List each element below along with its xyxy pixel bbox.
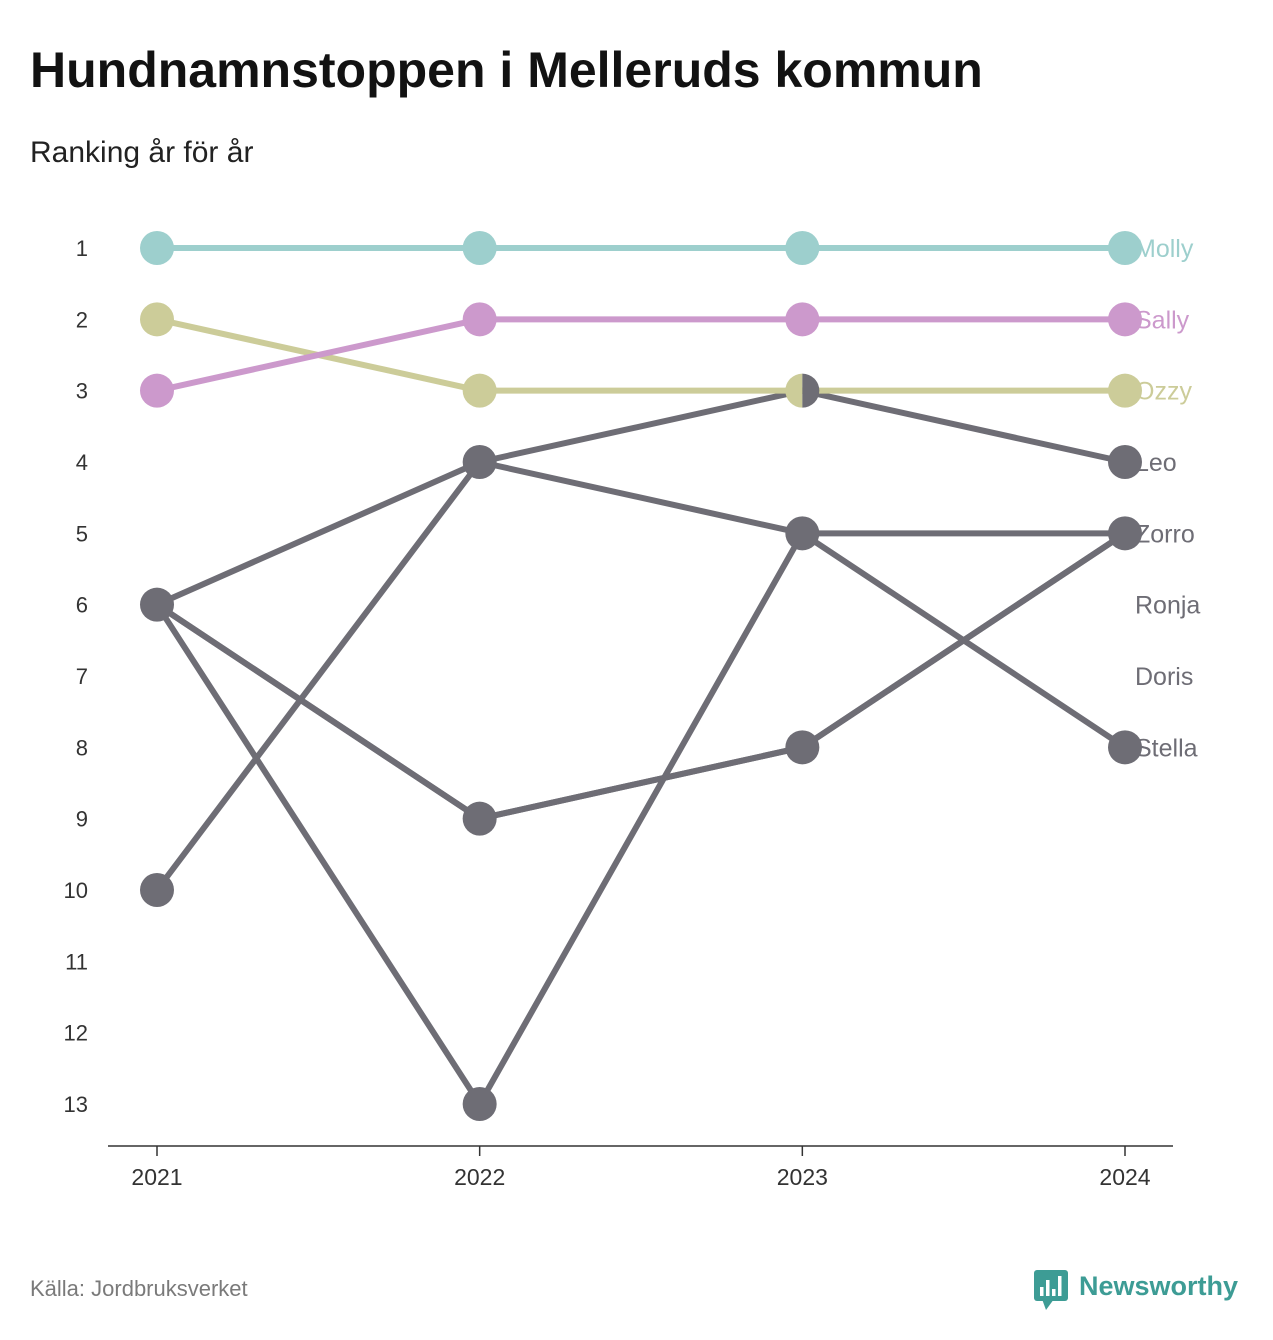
data-point-leo-stella-2022 <box>462 445 497 479</box>
y-tick-label-9: 9 <box>76 807 88 832</box>
series-line-zorro <box>154 530 1128 1107</box>
end-label-stella: Stella <box>1135 734 1198 762</box>
end-label-sally: Sally <box>1135 306 1190 334</box>
data-point-zorro-2022 <box>462 1087 497 1121</box>
data-point-leo-2021 <box>140 873 174 907</box>
data-point-sally-2022 <box>462 302 497 337</box>
data-point-ozzy-2022 <box>462 373 497 408</box>
data-point-molly-2024 <box>1108 231 1142 265</box>
data-point-leo-2024 <box>1108 445 1142 479</box>
newsworthy-brand-name[interactable]: Newsworthy <box>1079 1271 1239 1301</box>
data-point-ozzy-2023 <box>785 373 803 408</box>
y-tick-label-8: 8 <box>76 735 88 760</box>
data-point-ronja-doris-2022 <box>462 801 497 836</box>
series-line-doris <box>154 530 1128 822</box>
chart-title: Hundnamnstoppen i Melleruds kommun <box>30 42 983 98</box>
y-tick-label-5: 5 <box>76 521 88 546</box>
data-point-sally-2023 <box>785 302 820 337</box>
data-point-stella-2024 <box>1108 730 1142 765</box>
series-lines-layer <box>154 245 1128 1107</box>
data-point-zorro-stella-2023 <box>785 516 820 551</box>
y-tick-label-12: 12 <box>64 1021 88 1046</box>
y-tick-label-11: 11 <box>65 949 88 974</box>
data-point-molly-2021 <box>140 231 174 265</box>
data-point-zorro-ronja-doris-2024 <box>1108 516 1142 551</box>
end-label-zorro: Zorro <box>1135 520 1195 548</box>
x-tick-label-2022: 2022 <box>454 1164 505 1190</box>
end-label-molly: Molly <box>1135 235 1194 263</box>
series-line-leo <box>154 387 1128 893</box>
y-tick-label-2: 2 <box>76 307 88 332</box>
y-tick-label-3: 3 <box>76 379 88 404</box>
newsworthy-logo-icon[interactable] <box>1033 1269 1069 1311</box>
data-point-sally-2021 <box>140 373 174 408</box>
x-tick-label-2024: 2024 <box>1099 1164 1150 1190</box>
data-point-molly-2023 <box>785 231 820 265</box>
series-line-sally <box>154 316 1128 394</box>
end-label-ozzy: Ozzy <box>1135 378 1192 406</box>
data-point-ozzy-2024 <box>1108 373 1142 408</box>
y-tick-label-10: 10 <box>64 878 88 903</box>
x-tick-label-2023: 2023 <box>777 1164 828 1190</box>
end-label-doris: Doris <box>1135 663 1193 691</box>
data-point-ronja-doris-2023 <box>785 730 820 765</box>
data-point-leo-2023 <box>802 373 820 408</box>
data-points-layer <box>140 231 1142 1121</box>
series-line-ozzy <box>154 316 1128 394</box>
y-tick-label-7: 7 <box>76 664 88 689</box>
data-point-molly-2022 <box>462 231 497 265</box>
y-tick-label-1: 1 <box>76 236 88 261</box>
data-point-zorro-ronja-doris-stella-2021 <box>140 587 174 622</box>
data-point-ozzy-2021 <box>140 302 174 337</box>
series-line-ronja <box>154 530 1128 822</box>
y-tick-label-4: 4 <box>76 450 88 475</box>
data-point-sally-2024 <box>1108 302 1142 337</box>
chart-subtitle: Ranking år för år <box>30 136 254 169</box>
source-note: Källa: Jordbruksverket <box>30 1276 248 1301</box>
end-label-ronja: Ronja <box>1135 592 1200 620</box>
y-tick-label-13: 13 <box>64 1092 88 1117</box>
y-tick-label-6: 6 <box>76 593 88 618</box>
x-tick-label-2021: 2021 <box>131 1164 182 1190</box>
